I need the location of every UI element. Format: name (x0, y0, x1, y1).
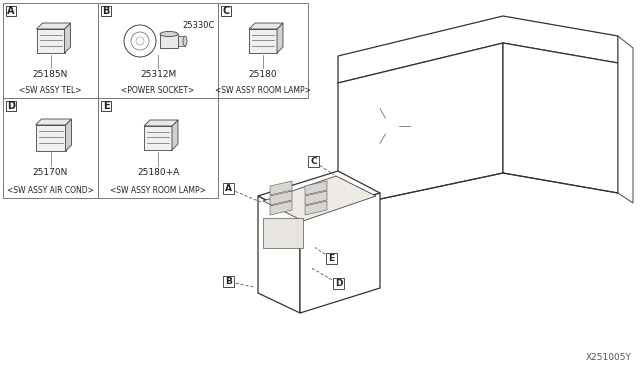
Text: <SW ASSY ROOM LAMP>: <SW ASSY ROOM LAMP> (110, 186, 206, 195)
Polygon shape (258, 171, 380, 218)
Text: 25185N: 25185N (33, 70, 68, 78)
Polygon shape (249, 23, 283, 29)
Bar (101, 101, 111, 111)
Text: <SW ASSY TEL>: <SW ASSY TEL> (19, 86, 82, 95)
Bar (98, 98, 218, 198)
Bar (3, 3, 98, 98)
Bar (218, 3, 308, 98)
Polygon shape (338, 43, 503, 208)
Bar (288, 234, 302, 242)
Polygon shape (300, 193, 380, 313)
Polygon shape (618, 36, 633, 203)
Polygon shape (172, 120, 178, 150)
Text: 25170N: 25170N (33, 168, 68, 177)
Text: B: B (102, 6, 109, 16)
Ellipse shape (183, 36, 187, 46)
Bar (3, 98, 98, 198)
Bar (268, 234, 282, 242)
Bar (98, 3, 218, 98)
Polygon shape (503, 43, 618, 193)
Bar (268, 223, 282, 231)
Text: E: E (102, 101, 109, 111)
Bar (333, 278, 344, 289)
Text: E: E (328, 254, 335, 263)
Text: D: D (7, 101, 15, 111)
Text: C: C (310, 157, 317, 166)
Polygon shape (305, 191, 327, 205)
Text: C: C (222, 6, 230, 16)
Text: 25180+A: 25180+A (137, 168, 179, 177)
Text: 25330C: 25330C (182, 21, 215, 30)
Text: A: A (7, 6, 15, 16)
Polygon shape (270, 191, 292, 205)
Bar (223, 183, 234, 194)
Polygon shape (65, 119, 72, 151)
Bar (160, 34, 178, 48)
Bar (249, 29, 277, 53)
Polygon shape (36, 23, 70, 29)
Ellipse shape (160, 32, 178, 36)
Bar (453, 73, 495, 105)
Polygon shape (258, 196, 300, 313)
Polygon shape (263, 218, 303, 248)
Bar (223, 276, 234, 287)
Text: 25180: 25180 (249, 70, 277, 78)
Polygon shape (144, 120, 178, 126)
Bar (221, 6, 231, 16)
Bar (36, 29, 65, 53)
Bar (6, 101, 16, 111)
Bar (35, 125, 65, 151)
Bar (178, 36, 185, 46)
Bar (101, 6, 111, 16)
Text: A: A (225, 184, 232, 193)
Polygon shape (277, 23, 283, 53)
Polygon shape (338, 16, 618, 83)
Bar (308, 156, 319, 167)
Polygon shape (65, 23, 70, 53)
Text: X251005Y: X251005Y (586, 353, 632, 362)
Text: <SW ASSY AIR COND>: <SW ASSY AIR COND> (7, 186, 94, 195)
Bar (288, 223, 302, 231)
Text: D: D (335, 279, 342, 288)
Polygon shape (305, 201, 327, 215)
Text: <POWER SOCKET>: <POWER SOCKET> (122, 86, 195, 95)
Polygon shape (305, 181, 327, 195)
Bar (6, 6, 16, 16)
Text: B: B (225, 277, 232, 286)
Polygon shape (263, 176, 376, 221)
Bar (144, 126, 172, 150)
Bar (326, 253, 337, 264)
Bar (456, 76, 492, 102)
Text: 25312M: 25312M (140, 70, 176, 78)
Text: <SW ASSY ROOM LAMP>: <SW ASSY ROOM LAMP> (215, 86, 311, 95)
Polygon shape (270, 181, 292, 195)
Polygon shape (35, 119, 72, 125)
Polygon shape (270, 201, 292, 215)
